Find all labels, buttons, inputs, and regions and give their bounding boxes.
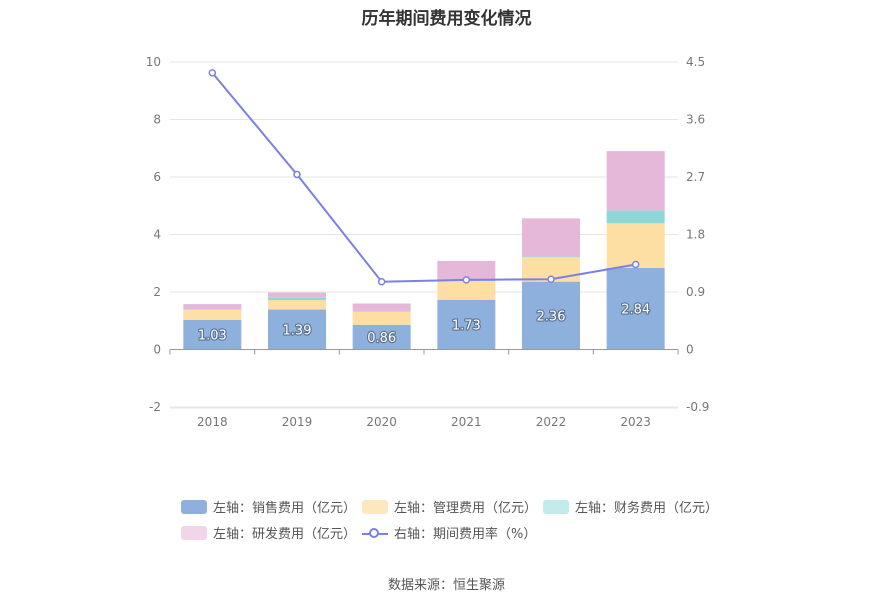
rate-point (293, 170, 301, 179)
rate-point (208, 69, 217, 77)
bar-segment (606, 267, 665, 350)
right-tick-label: 1.8 (686, 228, 705, 242)
right-tick-label: 4.5 (686, 55, 705, 69)
bar-segment (522, 218, 580, 257)
bar-segment (606, 223, 665, 268)
bar-value-label: 2.84 (621, 303, 650, 318)
bar-segment (352, 303, 411, 312)
bar-value-label: 1.73 (452, 319, 481, 334)
left-axis-ticks: -2 0 2 4 6 8 10 (146, 55, 161, 414)
x-tick-label: 2022 (536, 415, 567, 429)
bar-segment (268, 292, 326, 298)
bar-segment (183, 319, 242, 350)
left-tick-label: 4 (153, 228, 161, 242)
right-axis-ticks: -0.9 0 0.9 1.8 2.7 3.6 4.5 (686, 55, 709, 414)
x-tick-label: 2020 (366, 415, 397, 429)
x-tick-label: 2021 (451, 415, 482, 429)
bar-segment (606, 210, 665, 224)
bar-segment (522, 256, 580, 258)
bar-segment (437, 299, 496, 350)
bar-segment (352, 311, 411, 312)
rate-point (462, 276, 471, 284)
rate-point (377, 278, 386, 286)
bar-segment (606, 151, 665, 211)
left-tick-label: 2 (153, 285, 161, 299)
left-tick-label: 10 (146, 55, 161, 69)
bar-segment (352, 324, 411, 350)
left-tick-label: 0 (153, 343, 161, 357)
bar-value-label: 0.86 (367, 331, 396, 346)
left-tick-label: -2 (149, 400, 161, 414)
bar-value-labels: 1.03 1.39 0.86 1.73 2.36 2.84 (197, 302, 651, 348)
bar-value-label: 1.03 (198, 329, 227, 344)
bar-segment (268, 300, 326, 310)
bar-segment (183, 309, 242, 310)
bar-value-label: 2.36 (537, 310, 566, 325)
chart-title: 历年期间费用变化情况 (361, 9, 532, 29)
left-tick-label: 8 (153, 113, 161, 127)
grid (170, 61, 678, 408)
bar-segment (437, 260, 496, 281)
rate-point (547, 275, 555, 283)
x-tick-label: 2019 (282, 415, 313, 429)
right-tick-label: 0.9 (686, 285, 705, 299)
x-axis-ticks: 2018 2019 2020 2021 2022 2023 (197, 415, 651, 429)
left-tick-label: 6 (153, 170, 161, 184)
x-tick-label: 2018 (197, 415, 228, 429)
right-tick-label: -0.9 (686, 400, 709, 414)
right-tick-label: 0 (686, 343, 694, 357)
bar-segment (522, 281, 580, 350)
bar-segment (268, 309, 326, 350)
bar-segment (268, 297, 326, 301)
right-tick-label: 2.7 (686, 170, 705, 184)
bar-segment (352, 311, 411, 325)
bars (183, 151, 665, 350)
right-tick-label: 3.6 (686, 113, 705, 127)
x-axis (169, 349, 679, 409)
rate-line (208, 69, 640, 286)
bar-segment (183, 304, 242, 310)
rate-point (631, 260, 640, 269)
x-tick-label: 2023 (620, 415, 651, 429)
bar-segment (437, 281, 496, 300)
bar-segment (183, 309, 242, 320)
rate-line-path (211, 72, 636, 283)
bar-value-label: 1.39 (283, 324, 312, 339)
data-source: 数据来源：恒生聚源 (387, 578, 505, 593)
